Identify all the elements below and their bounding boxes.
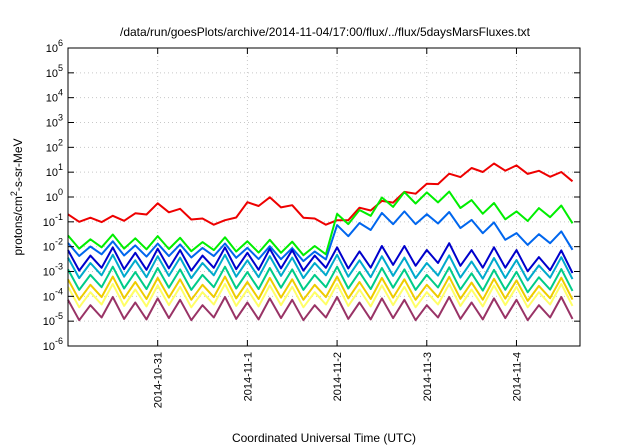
series-line-1 <box>67 162 574 226</box>
y-tick-label: 104 <box>46 88 63 105</box>
y-tick-base: 10 <box>43 267 55 279</box>
y-tick-base: 10 <box>43 291 55 303</box>
y-tick-exponent: -2 <box>55 237 63 247</box>
y-tick-label: 10-5 <box>43 311 63 328</box>
y-axis-label-prefix: protons/cm <box>11 196 25 255</box>
y-tick-label: 10-2 <box>43 237 63 254</box>
y-tick-exponent: -3 <box>55 262 63 272</box>
y-tick-label: 10-6 <box>43 336 63 353</box>
y-tick-exponent: 0 <box>58 187 63 197</box>
series-line-2 <box>67 190 574 257</box>
y-tick-label: 102 <box>46 137 63 154</box>
series-line-9 <box>67 296 574 322</box>
y-tick-base: 10 <box>46 192 58 204</box>
y-tick-label: 106 <box>46 38 63 55</box>
y-tick-label: 10-4 <box>43 286 63 303</box>
y-tick-base: 10 <box>43 316 55 328</box>
y-tick-exponent: 5 <box>58 63 63 73</box>
y-tick-base: 10 <box>46 167 58 179</box>
y-tick-exponent: 1 <box>58 162 63 172</box>
y-tick-labels: 10-610-510-410-310-210-11001011021031041… <box>43 38 63 353</box>
y-tick-label: 101 <box>46 162 63 179</box>
ticks <box>68 47 580 347</box>
y-tick-exponent: 6 <box>58 38 63 48</box>
y-tick-exponent: 2 <box>58 137 63 147</box>
x-tick-label: 2014-10-31 <box>153 352 165 408</box>
chart-title: /data/run/goesPlots/archive/2014-11-04/1… <box>120 25 531 39</box>
x-axis-label: Coordinated Universal Time (UTC) <box>232 431 416 445</box>
y-tick-exponent: 3 <box>58 113 63 123</box>
y-tick-exponent: -6 <box>55 336 63 346</box>
y-tick-base: 10 <box>43 217 55 229</box>
y-tick-exponent: -5 <box>55 311 63 321</box>
y-tick-exponent: -1 <box>55 212 63 222</box>
y-tick-exponent: -4 <box>55 286 63 296</box>
y-tick-label: 10-3 <box>43 262 63 279</box>
y-tick-base: 10 <box>46 43 58 55</box>
y-tick-label: 10-1 <box>43 212 63 229</box>
series-line-6 <box>67 265 574 294</box>
y-tick-base: 10 <box>43 242 55 254</box>
y-tick-base: 10 <box>46 118 58 130</box>
series-line-8 <box>67 283 574 309</box>
series-line-5 <box>67 253 574 282</box>
series-line-3 <box>67 210 574 263</box>
x-tick-label: 2014-11-2 <box>332 352 344 401</box>
y-tick-base: 10 <box>43 341 55 353</box>
y-tick-label: 100 <box>46 187 63 204</box>
x-tick-label: 2014-11-4 <box>511 352 523 401</box>
y-axis-label-suffix: -s-sr-MeV <box>11 138 25 191</box>
series-line-7 <box>67 275 574 302</box>
series-layer <box>67 162 574 322</box>
y-axis-label: protons/cm2-s-sr-MeV <box>9 138 25 255</box>
x-tick-label: 2014-11-3 <box>422 352 434 401</box>
y-tick-base: 10 <box>46 93 58 105</box>
y-tick-base: 10 <box>46 68 58 80</box>
y-tick-base: 10 <box>46 142 58 154</box>
y-tick-label: 103 <box>46 113 63 130</box>
series-line-4 <box>67 242 574 274</box>
y-tick-exponent: 4 <box>58 88 63 98</box>
x-tick-labels: 2014-10-31 2014-11-1 2014-11-2 2014-11-3 201… <box>153 352 524 408</box>
y-tick-label: 105 <box>46 63 63 80</box>
y-axis-label-superscript: 2 <box>9 191 19 196</box>
x-tick-label: 2014-11-1 <box>242 352 254 401</box>
